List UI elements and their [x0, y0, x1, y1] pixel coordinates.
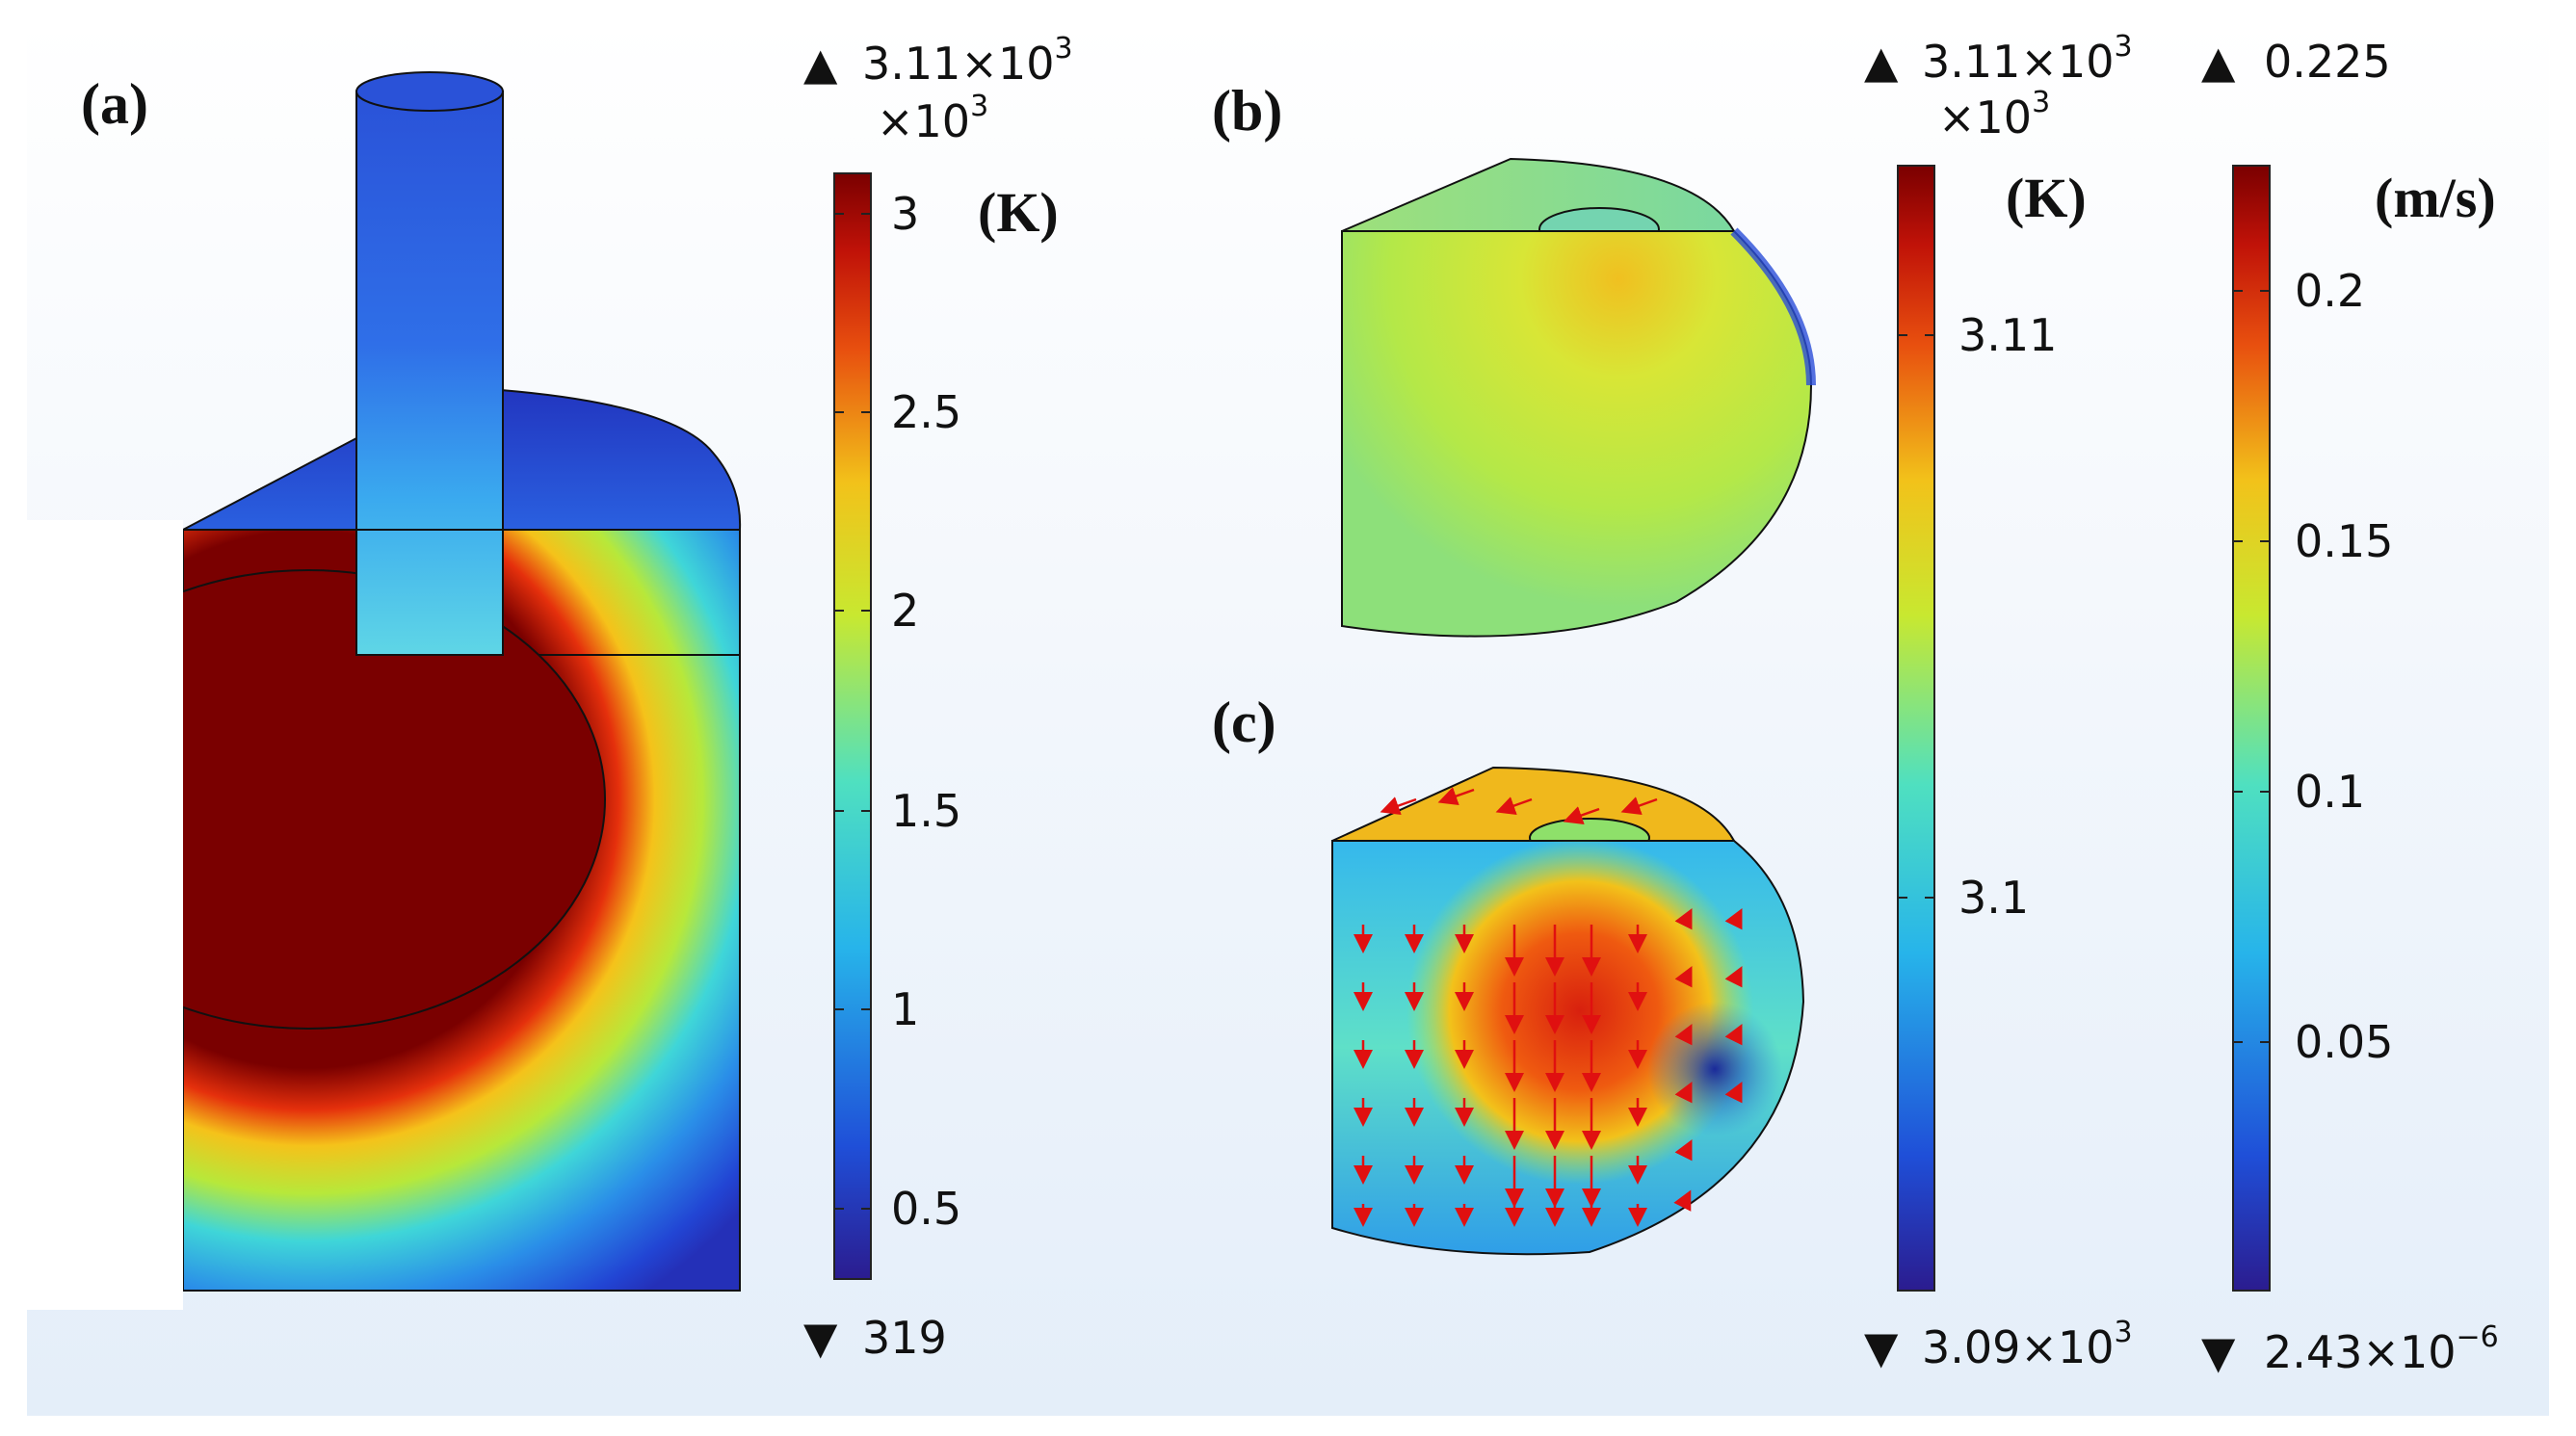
cb-vel-max-arrow: ▲	[2201, 36, 2236, 88]
cb-a-tick-label: 1.5	[891, 785, 961, 837]
cb-bc-ticks: 3.11 3.1	[1898, 309, 2057, 924]
cb-bc-tick-label: 3.11	[1958, 309, 2057, 361]
cb-bc-max-arrow: ▲	[1864, 36, 1899, 88]
cb-vel-min-label: 2.43×10−6	[2264, 1320, 2499, 1378]
cb-a-scale-label: ×103	[877, 90, 988, 147]
velocity-arrow	[1563, 806, 1600, 825]
crucible-cap-b	[1341, 157, 1736, 232]
cb-bc-min-arrow: ▼	[1864, 1321, 1899, 1373]
electrode-rod-a	[355, 91, 504, 656]
cb-a-max-label: 3.11×103	[862, 32, 1073, 90]
colorbar-temperature-bc: ▲ 3.11×103 ×103 (K) 3.11 3.1 ▼ 3.09×103	[1864, 30, 2133, 1373]
velocity-arrow	[1495, 796, 1533, 816]
cb-vel-unit: (m/s)	[2375, 167, 2496, 229]
cb-a-tick-label: 2	[891, 585, 919, 637]
melt-domain-b	[1341, 230, 1813, 638]
velocity-arrow	[1380, 796, 1417, 816]
crucible-cap-c	[1331, 766, 1736, 842]
velocity-arrow	[1674, 1139, 1693, 1162]
cb-vel-min-arrow: ▼	[2201, 1326, 2236, 1378]
cb-vel-ticks: 0.2 0.15 0.1 0.05	[2233, 265, 2393, 1068]
cb-bc-scale-label: ×103	[1938, 86, 2050, 144]
cb-a-tick-label: 1	[891, 983, 919, 1035]
velocity-arrow	[1674, 908, 1693, 930]
panel-a-label: (a)	[81, 72, 148, 136]
velocity-arrow	[1437, 787, 1475, 806]
panel-b: (b)	[1212, 79, 1816, 638]
velocity-arrows	[1354, 787, 1743, 1227]
cb-a-min-arrow: ▼	[803, 1312, 838, 1364]
cb-bc-bar	[1897, 165, 1935, 1292]
velocity-arrow	[1724, 1024, 1743, 1046]
panel-a: (a)	[0, 71, 742, 1310]
cb-a-unit: (K)	[978, 181, 1059, 244]
velocity-arrow	[1724, 908, 1743, 930]
panel-c-label: (c)	[1212, 691, 1276, 754]
cb-a-bar	[833, 172, 872, 1280]
velocity-arrow	[1674, 1082, 1693, 1104]
cb-vel-tick-label: 0.05	[2295, 1016, 2393, 1068]
cb-vel-tick-label: 0.15	[2295, 515, 2393, 567]
cb-bc-tick-label: 3.1	[1958, 872, 2029, 924]
velocity-arrow	[1674, 966, 1693, 988]
cb-a-tick-label: 0.5	[891, 1183, 961, 1235]
cb-bc-unit: (K)	[2006, 167, 2087, 229]
velocity-arrow	[1724, 1082, 1743, 1104]
velocity-arrow	[1724, 966, 1743, 988]
cb-vel-max-label: 0.225	[2264, 36, 2391, 88]
velocity-arrow	[1674, 1024, 1693, 1046]
cb-a-max-arrow: ▲	[803, 38, 838, 90]
cb-vel-bar	[2232, 165, 2271, 1292]
cb-vel-tick-label: 0.2	[2295, 265, 2365, 317]
cb-a-ticks: 3 2.5 2 1.5 1 0.5	[834, 188, 961, 1235]
velocity-arrow	[1620, 796, 1658, 816]
velocity-arrow	[1673, 1189, 1692, 1212]
cb-bc-max-label: 3.11×103	[1922, 30, 2133, 88]
cb-vel-tick-label: 0.1	[2295, 766, 2365, 818]
panel-c: (c)	[1212, 691, 1805, 1256]
cb-a-tick-label: 3	[891, 188, 919, 240]
colorbar-temperature-a: ▲ 3.11×103 ×103 (K) 3 2.5 2 1.5 1 0.5 ▼ 319	[803, 32, 1073, 1364]
cb-a-tick-label: 2.5	[891, 386, 961, 438]
panel-b-label: (b)	[1212, 79, 1282, 143]
cb-a-min-label: 319	[862, 1312, 947, 1364]
colorbar-velocity: ▲ 0.225 (m/s) 0.2 0.15 0.1 0.05 ▼ 2.43×10−6	[2201, 36, 2499, 1378]
cb-bc-min-label: 3.09×103	[1922, 1316, 2133, 1373]
